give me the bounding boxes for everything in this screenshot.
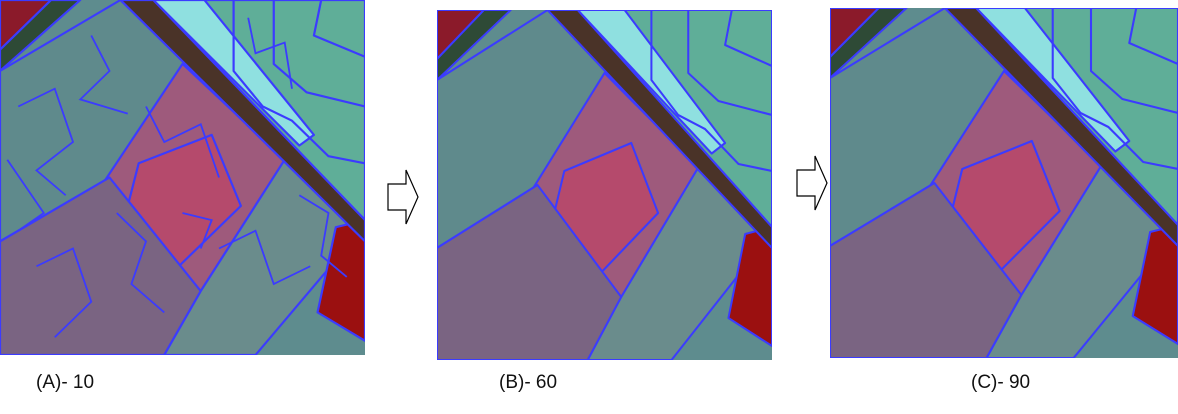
segmentation-image: [0, 0, 365, 355]
segmentation-image: [830, 8, 1178, 358]
caption: (C)- 90: [971, 372, 1031, 393]
caption: (A)- 10: [36, 372, 95, 393]
caption: (B)- 60: [499, 372, 558, 393]
arrow: [796, 155, 828, 211]
segmentation-image: [437, 10, 772, 360]
arrow: [387, 169, 419, 225]
